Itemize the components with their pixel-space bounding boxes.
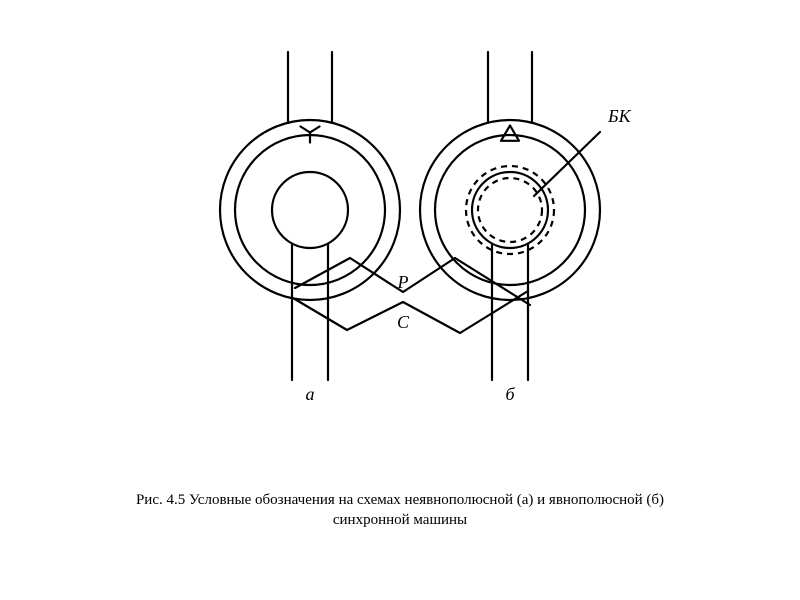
svg-text:б: б [505,384,515,404]
caption-line-1: Рис. 4.5 Условные обозначения на схемах … [136,492,664,508]
svg-text:Р: Р [397,272,409,292]
svg-text:БК: БК [607,106,632,126]
svg-text:а: а [306,384,315,404]
svg-text:С: С [397,312,410,332]
page: а б БК РС Рис. 4.5 Условные обозначения на … [0,0,800,600]
figure-caption: Рис. 4.5 Условные обозначения на схемах … [0,490,800,531]
schematic-diagram: а б БК РС [140,40,660,420]
figure-area: а б БК РС [0,40,800,420]
caption-line-2: синхронной машины [333,512,467,528]
